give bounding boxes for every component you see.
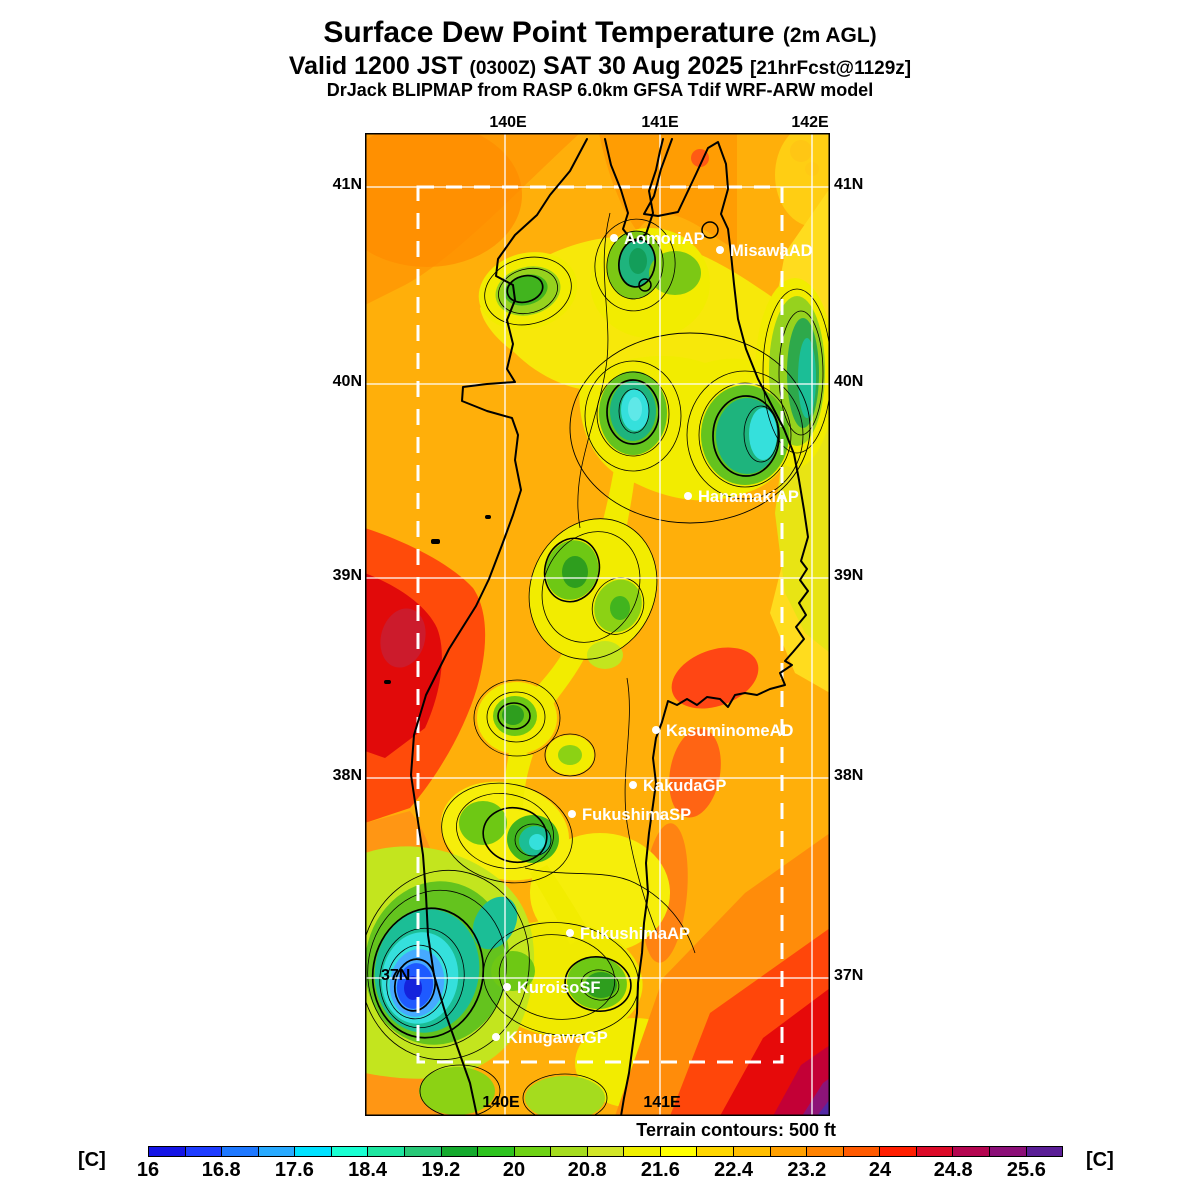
page-title: Surface Dew Point Temperature (2m AGL)	[0, 16, 1200, 51]
latitude-label: 37N	[834, 967, 864, 984]
colorbar-segment	[185, 1147, 223, 1156]
station-label: FukushimaSP	[582, 806, 691, 824]
title-suffix: (2m AGL)	[782, 24, 877, 47]
valid-zulu: (0300Z)	[469, 57, 537, 79]
colorbar-tick-label: 21.6	[640, 1159, 680, 1181]
colorbar-segment	[770, 1147, 808, 1156]
colorbar-segment	[222, 1147, 259, 1156]
colorbar-segment	[880, 1147, 917, 1156]
colorbar-tick-label: 23.2	[787, 1159, 827, 1181]
dewpoint-map: AomoriAP MisawaAD HanamakiAP KasuminomeAD Ka…	[365, 133, 830, 1116]
colorbar-segment	[807, 1147, 844, 1156]
station-layer: AomoriAP MisawaAD HanamakiAP KasuminomeAD Ka…	[492, 230, 813, 1047]
station-label: KuroisoSF	[517, 979, 600, 997]
colorbar-tick-label: 22.4	[714, 1159, 754, 1181]
station-dot	[568, 810, 576, 818]
colorbar-tick-label: 20.8	[567, 1159, 607, 1181]
unit-label-right: [C]	[1086, 1149, 1114, 1171]
model-domain-box	[416, 185, 784, 1064]
latitude-label: 40N	[332, 373, 362, 390]
latitude-label: 40N	[834, 373, 864, 390]
station-dot	[492, 1033, 500, 1041]
colorbar-segment	[624, 1147, 661, 1156]
longitude-label: 142E	[791, 114, 829, 131]
valid-date: SAT 30 Aug 2025	[543, 51, 744, 80]
valid-fcst: [21hrFcst@1129z]	[750, 57, 912, 79]
longitude-label: 141E	[643, 1094, 681, 1111]
longitude-label: 140E	[482, 1094, 520, 1111]
longitude-label: 140E	[489, 114, 527, 131]
colorbar-segment	[149, 1147, 186, 1156]
station-dot	[684, 492, 692, 500]
colorbar-segment	[331, 1147, 369, 1156]
station-label: MisawaAD	[730, 242, 813, 260]
station-dot	[503, 983, 511, 991]
station-label: KinugawaGP	[506, 1029, 608, 1047]
station-dot	[629, 781, 637, 789]
valid-prefix: Valid 1200 JST	[288, 51, 463, 80]
latitude-label: 39N	[834, 567, 864, 584]
longitude-label: 141E	[641, 114, 679, 131]
colorbar-segment	[551, 1147, 588, 1156]
station-label: AomoriAP	[624, 230, 705, 248]
colorbar	[148, 1146, 1063, 1157]
colorbar-segment	[916, 1147, 954, 1156]
field-fill	[365, 133, 830, 1116]
colorbar-segment	[404, 1147, 442, 1156]
colorbar-segment	[697, 1147, 734, 1156]
colorbar-tick-label: 25.6	[1006, 1159, 1046, 1181]
colorbar-segment	[989, 1147, 1027, 1156]
islands	[384, 515, 491, 684]
colorbar-segment	[734, 1147, 771, 1156]
unit-label-left: [C]	[78, 1149, 106, 1171]
map-frame	[365, 133, 830, 1116]
colorbar-segment	[587, 1147, 625, 1156]
colorbar-segment	[258, 1147, 296, 1156]
colorbar-segment	[514, 1147, 552, 1156]
station-label: HanamakiAP	[698, 488, 799, 506]
latitude-label: 38N	[332, 767, 362, 784]
station-dot	[566, 929, 574, 937]
model-line: DrJack BLIPMAP from RASP 6.0km GFSA Tdif…	[326, 80, 874, 101]
colorbar-tick-label: 24.8	[933, 1159, 973, 1181]
colorbar-tick-label: 18.4	[348, 1159, 388, 1181]
title-main: Surface Dew Point Temperature	[323, 16, 775, 49]
latitude-label: 41N	[834, 176, 864, 193]
station-dot	[716, 246, 724, 254]
colorbar-tick-label: 24	[868, 1159, 892, 1181]
terrain-contours-note: Terrain contours: 500 ft	[636, 1120, 836, 1140]
latitude-label: 37N	[381, 967, 411, 984]
station-label: KasuminomeAD	[666, 722, 794, 740]
coastline	[410, 138, 809, 1116]
valid-line: Valid 1200 JST (0300Z) SAT 30 Aug 2025 […	[0, 52, 1200, 81]
colorbar-segment	[1026, 1147, 1063, 1156]
dewpoint-map-svg: AomoriAP MisawaAD HanamakiAP KasuminomeAD Ka…	[365, 133, 830, 1116]
station-label: FukushimaAP	[580, 925, 690, 943]
colorbar-tick-label: 19.2	[421, 1159, 461, 1181]
colorbar-tick-label: 16.8	[201, 1159, 241, 1181]
colorbar-tick-label: 16	[136, 1159, 160, 1181]
graticule	[365, 133, 830, 1116]
colorbar-tick-label: 17.6	[274, 1159, 314, 1181]
colorbar-segment	[295, 1147, 332, 1156]
latitude-label: 38N	[834, 767, 864, 784]
colorbar-segment	[660, 1147, 698, 1156]
station-label: KakudaGP	[643, 777, 726, 795]
colorbar-segment	[478, 1147, 515, 1156]
latitude-label: 39N	[332, 567, 362, 584]
colorbar-segment	[368, 1147, 405, 1156]
colorbar-segment	[953, 1147, 990, 1156]
colorbar-segment	[441, 1147, 479, 1156]
station-dot	[652, 726, 660, 734]
colorbar-tick-label: 20	[502, 1159, 526, 1181]
station-dot	[610, 234, 618, 242]
latitude-label: 41N	[332, 176, 362, 193]
header: Surface Dew Point Temperature (2m AGL) V…	[0, 16, 1200, 101]
colorbar-segment	[843, 1147, 881, 1156]
